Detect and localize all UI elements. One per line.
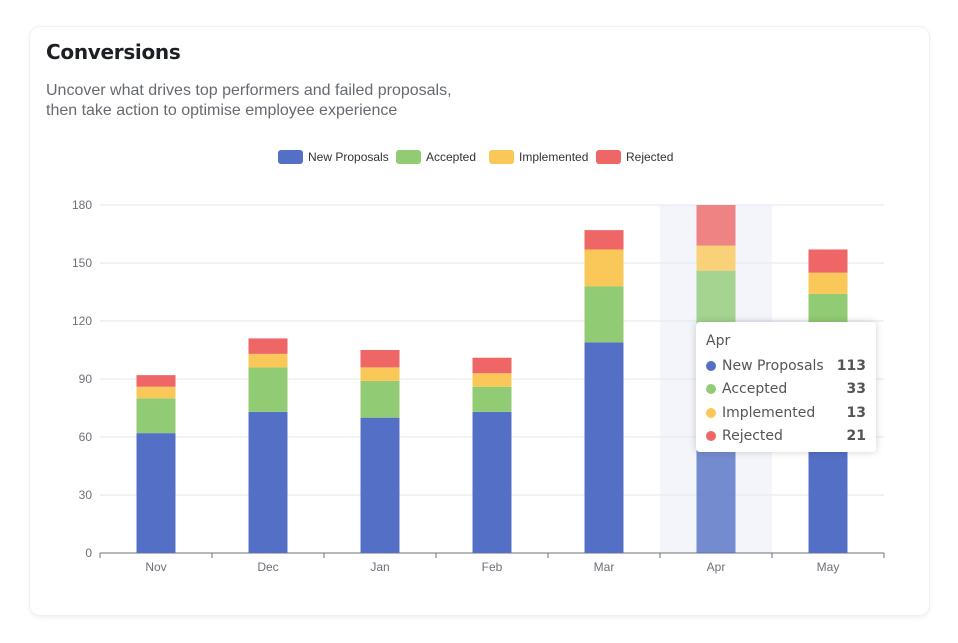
bar-new-proposals-dec[interactable] bbox=[248, 411, 288, 553]
y-tick-label: 150 bbox=[72, 256, 92, 270]
x-tick-label: Dec bbox=[257, 560, 278, 574]
legend-label[interactable]: New Proposals bbox=[308, 150, 389, 164]
bar-implemented-feb[interactable] bbox=[472, 373, 512, 387]
y-tick-label: 90 bbox=[79, 372, 93, 386]
bar-rejected-nov[interactable] bbox=[136, 375, 176, 387]
bar-accepted-feb[interactable] bbox=[472, 386, 512, 412]
x-tick-label: Feb bbox=[482, 560, 503, 574]
legend-label[interactable]: Accepted bbox=[426, 150, 476, 164]
bar-rejected-jan[interactable] bbox=[360, 350, 400, 368]
y-tick-label: 0 bbox=[85, 546, 92, 560]
x-tick-label: May bbox=[817, 560, 840, 574]
bar-new-proposals-feb[interactable] bbox=[472, 411, 512, 553]
series-dot-icon bbox=[706, 407, 716, 418]
series-dot-icon bbox=[706, 384, 716, 395]
legend-label[interactable]: Implemented bbox=[519, 150, 588, 164]
y-tick-label: 120 bbox=[72, 314, 92, 328]
subtitle-line-1: Uncover what drives top performers and f… bbox=[46, 82, 452, 99]
series-dot-icon bbox=[706, 431, 716, 442]
x-tick-label: Mar bbox=[594, 560, 615, 574]
bar-implemented-jan[interactable] bbox=[360, 367, 400, 381]
y-tick-label: 30 bbox=[79, 488, 93, 502]
bar-implemented-may[interactable] bbox=[808, 272, 848, 294]
tooltip-series-name: Accepted bbox=[722, 381, 788, 398]
legend-swatch[interactable] bbox=[278, 150, 303, 164]
legend-swatch[interactable] bbox=[489, 150, 514, 164]
bar-accepted-dec[interactable] bbox=[248, 367, 288, 412]
tooltip-row: Rejected 21 bbox=[706, 425, 866, 449]
y-tick-label: 180 bbox=[72, 198, 92, 212]
bar-implemented-nov[interactable] bbox=[136, 386, 176, 399]
bar-new-proposals-mar[interactable] bbox=[584, 342, 624, 553]
tooltip-series-name: New Proposals bbox=[722, 357, 824, 374]
tooltip-title: Apr bbox=[706, 333, 731, 349]
bar-implemented-mar[interactable] bbox=[584, 249, 624, 287]
tooltip-series-value: 33 bbox=[846, 381, 866, 398]
card-title: Conversions bbox=[46, 40, 181, 64]
chart-tooltip: Apr New Proposals 113 Accepted 33 Implemente… bbox=[696, 322, 876, 452]
x-tick-label: Nov bbox=[145, 560, 166, 574]
tooltip-series-name: Implemented bbox=[722, 404, 816, 421]
tooltip-series-value: 113 bbox=[836, 357, 866, 374]
bar-implemented-apr[interactable] bbox=[696, 245, 736, 271]
bar-new-proposals-jan[interactable] bbox=[360, 417, 400, 553]
x-tick-label: Jan bbox=[370, 560, 389, 574]
bar-accepted-mar[interactable] bbox=[584, 286, 624, 343]
bar-implemented-dec[interactable] bbox=[248, 353, 288, 368]
tooltip-row: Implemented 13 bbox=[706, 401, 866, 425]
tooltip-row: Accepted 33 bbox=[706, 378, 866, 402]
legend-swatch[interactable] bbox=[396, 150, 421, 164]
subtitle-line-2: then take action to optimise employee ex… bbox=[46, 102, 398, 119]
tooltip-series-name: Rejected bbox=[722, 428, 783, 445]
bar-rejected-apr[interactable] bbox=[696, 205, 736, 246]
y-tick-label: 60 bbox=[79, 430, 93, 444]
legend-label[interactable]: Rejected bbox=[626, 150, 673, 164]
tooltip-series-value: 13 bbox=[846, 404, 866, 421]
bar-rejected-may[interactable] bbox=[808, 249, 848, 273]
bar-accepted-nov[interactable] bbox=[136, 398, 176, 434]
bar-new-proposals-nov[interactable] bbox=[136, 433, 176, 553]
card-subtitle: Uncover what drives top performers and f… bbox=[46, 81, 566, 121]
tooltip-row: New Proposals 113 bbox=[706, 354, 866, 378]
series-dot-icon bbox=[706, 360, 716, 371]
bar-accepted-jan[interactable] bbox=[360, 380, 400, 418]
bar-rejected-mar[interactable] bbox=[584, 230, 624, 250]
tooltip-series-value: 21 bbox=[846, 428, 866, 445]
legend-swatch[interactable] bbox=[596, 150, 621, 164]
x-tick-label: Apr bbox=[707, 560, 726, 574]
bar-rejected-feb[interactable] bbox=[472, 357, 512, 374]
bar-rejected-dec[interactable] bbox=[248, 338, 288, 354]
